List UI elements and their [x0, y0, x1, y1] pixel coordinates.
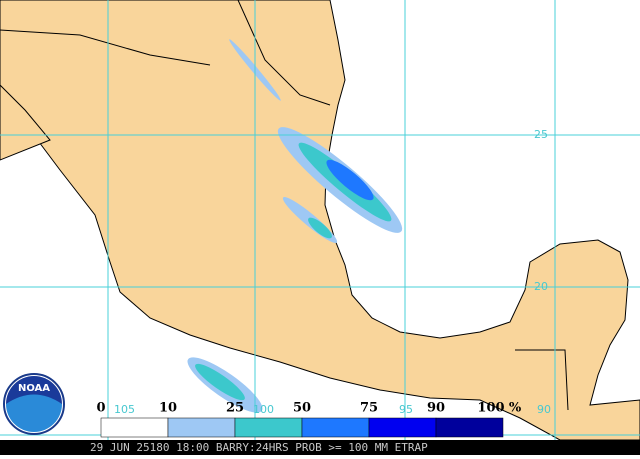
legend-swatch	[100, 417, 169, 438]
lat-label: 25	[534, 128, 548, 141]
lat-label: 20	[534, 280, 548, 293]
legend-label: 90	[427, 401, 445, 416]
legend-label: 75	[360, 401, 378, 416]
legend-swatch	[368, 417, 437, 438]
precip	[187, 39, 403, 413]
legend-swatch	[234, 417, 303, 438]
border	[0, 0, 569, 411]
legend-label: 50	[293, 401, 311, 416]
logo-text: NOAA	[18, 383, 50, 394]
legend-label: 100	[477, 401, 504, 416]
legend: 0 10 25 50 75 90 100%	[96, 401, 522, 438]
legend-label: 25	[226, 401, 244, 416]
lon-label: 105	[114, 403, 135, 416]
lon-label: 95	[399, 403, 413, 416]
land-baja	[0, 84, 51, 161]
legend-label: 10	[159, 401, 177, 416]
legend-swatch	[167, 417, 236, 438]
land	[0, 0, 640, 441]
legend-unit: %	[509, 401, 522, 416]
lon-label: 100	[253, 403, 274, 416]
footer-text: 29 JUN 25180 18:00 BARRY:24HRS PROB >= 1…	[90, 441, 428, 454]
legend-swatch	[301, 417, 370, 438]
legend-swatch	[435, 417, 504, 438]
legend-label: 0	[96, 401, 105, 416]
lon-label: 90	[537, 403, 551, 416]
footer-bar	[0, 440, 640, 455]
noaa-logo: NOAA	[3, 373, 65, 435]
